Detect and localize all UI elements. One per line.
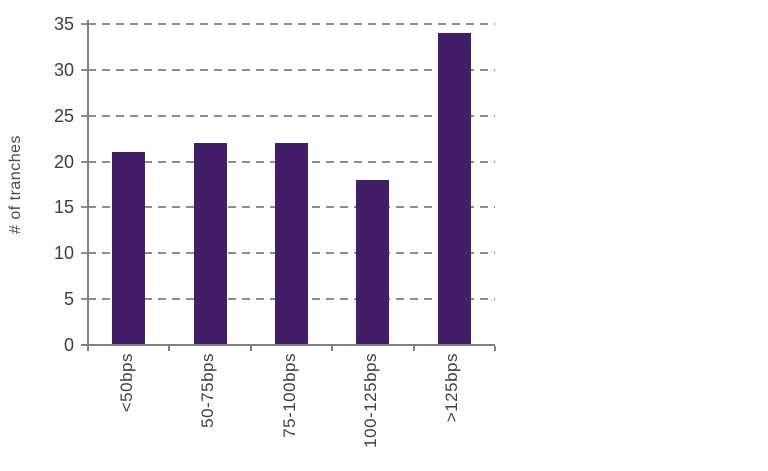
x-tick-label-<50bps: <50bps <box>116 353 136 413</box>
y-tick-label-25: 25 <box>53 105 74 126</box>
y-tick-label-30: 30 <box>53 59 74 80</box>
bar-75-100bps <box>275 143 308 345</box>
x-tick-5 <box>494 346 496 351</box>
y-tick-10 <box>81 252 88 255</box>
x-tick-4 <box>412 346 415 351</box>
gridline-30 <box>88 68 495 71</box>
gridline-35 <box>88 23 495 25</box>
bar->125bps <box>437 33 471 345</box>
x-tick-label-100-125bps: 100-125bps <box>360 353 380 448</box>
x-tick-1 <box>168 346 171 351</box>
y-axis-line <box>87 20 89 351</box>
y-tick-15 <box>81 206 88 209</box>
x-axis-line <box>81 344 495 346</box>
y-tick-5 <box>81 298 88 301</box>
y-tick-label-10: 10 <box>53 243 74 264</box>
y-tick-30 <box>81 68 88 71</box>
y-tick-label-35: 35 <box>53 14 74 34</box>
gridline-25 <box>88 114 495 117</box>
y-tick-35 <box>81 23 88 25</box>
x-tick-label-75-100bps: 75-100bps <box>279 353 299 438</box>
y-tick-label-15: 15 <box>53 197 74 218</box>
y-tick-label-0: 0 <box>63 335 74 355</box>
y-tick-label-20: 20 <box>53 151 74 172</box>
bar-100-125bps <box>356 179 390 345</box>
y-tick-20 <box>81 160 88 163</box>
x-tick-2 <box>249 346 252 351</box>
x-tick-label-50-75bps: 50-75bps <box>198 353 218 428</box>
bar-50-75bps <box>193 143 227 345</box>
y-tick-25 <box>81 114 88 117</box>
y-tick-label-5: 5 <box>63 289 74 310</box>
x-tick-3 <box>331 346 334 351</box>
x-tick-label->125bps: >125bps <box>442 353 462 423</box>
bar-<50bps <box>112 152 146 345</box>
